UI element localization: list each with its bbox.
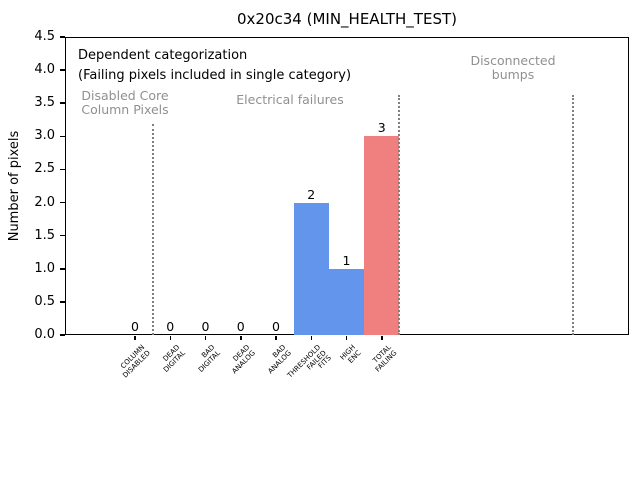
- y-tick-mark: [60, 268, 65, 270]
- bar-value-label: 0: [236, 319, 245, 334]
- bar-value-label: 0: [272, 319, 280, 334]
- zone-separator-line: [397, 95, 400, 335]
- y-tick-mark: [60, 168, 65, 171]
- y-tick-mark: [60, 69, 65, 71]
- bar-value-label: 0: [131, 319, 139, 334]
- y-tick-mark: [60, 234, 65, 237]
- y-tick-mark: [60, 102, 65, 104]
- bar-value-label: 1: [342, 252, 351, 268]
- y-tick-mark: [60, 334, 65, 336]
- bar: [364, 136, 400, 335]
- x-tick-mark: [381, 336, 383, 340]
- y-tick-label: 4.0: [34, 62, 55, 78]
- y-tick-label: 3.0: [34, 128, 55, 144]
- x-tick-label: DEAD ANALOG: [230, 343, 258, 376]
- bar: [293, 202, 329, 335]
- y-tick-mark: [60, 201, 65, 204]
- x-tick-mark: [275, 336, 277, 340]
- y-tick-mark: [60, 301, 65, 303]
- y-tick-label: 2.5: [34, 161, 55, 177]
- y-tick-label: 1.0: [34, 260, 55, 276]
- zone-label-electrical-failures: Electrical failures: [236, 92, 344, 107]
- y-tick-label: 3.5: [34, 95, 55, 111]
- x-tick-label: DEAD DIGITAL: [161, 343, 187, 374]
- chart-title: 0x20c34 (MIN_HEALTH_TEST): [237, 10, 457, 28]
- y-axis-label: Number of pixels: [7, 130, 22, 242]
- x-tick-mark: [134, 336, 136, 340]
- x-tick-mark: [310, 336, 312, 340]
- bar-value-label: 0: [166, 319, 175, 334]
- annotation-failing-pixels-note: (Failing pixels included in single categ…: [78, 68, 352, 83]
- x-tick-mark: [204, 336, 207, 340]
- y-tick-label: 0.0: [34, 327, 55, 342]
- annotation-dependent-categorization: Dependent categorization: [78, 48, 248, 63]
- bar-value-label: 2: [307, 186, 316, 202]
- x-tick-label: TOTAL FAILING: [371, 343, 399, 374]
- x-tick-label: COLUMN DISABLED: [118, 343, 152, 380]
- zone-label-disconnected-bumps: Disconnected bumps: [470, 53, 556, 82]
- y-tick-mark: [60, 36, 65, 38]
- y-tick-label: 1.5: [34, 227, 55, 243]
- y-tick-mark: [60, 135, 65, 138]
- bar-value-label: 0: [201, 319, 210, 334]
- y-tick-label: 2.0: [34, 194, 55, 210]
- x-tick-mark: [345, 336, 348, 340]
- x-tick-mark: [169, 336, 171, 340]
- x-tick-label: THRESHOLD FAILED FITS: [285, 343, 333, 380]
- y-tick-label: 4.5: [34, 29, 55, 44]
- y-tick-label: 0.5: [34, 293, 55, 309]
- x-tick-mark: [240, 336, 242, 340]
- x-tick-label: BAD DIGITAL: [196, 343, 222, 374]
- zone-separator-line: [151, 124, 154, 335]
- x-tick-label: HIGH ENC: [339, 343, 363, 365]
- bar-value-label: 3: [377, 120, 386, 136]
- zone-separator-line: [572, 95, 574, 335]
- zone-label-disabled-core-column-pixels: Disabled Core Column Pixels: [81, 88, 169, 117]
- bar: [328, 268, 365, 335]
